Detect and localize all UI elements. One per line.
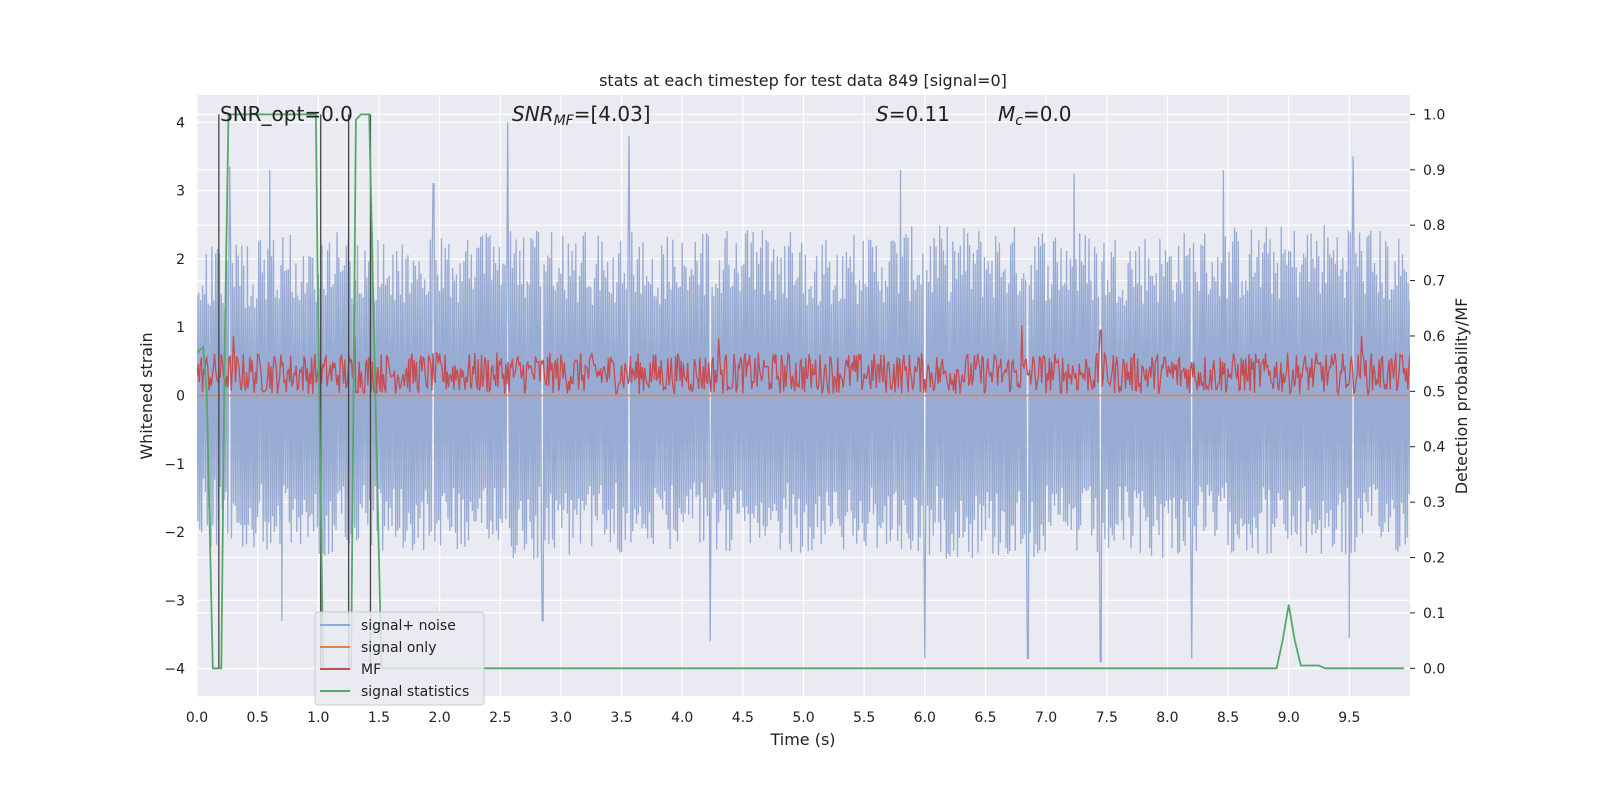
legend-label-signal-only: signal only <box>361 640 436 656</box>
y-right-tick-label: 1.0 <box>1423 107 1445 123</box>
x-tick-label: 3.0 <box>550 710 572 726</box>
legend: signal+ noise signal only MF signal stat… <box>314 611 485 706</box>
x-tick-label: 2.5 <box>489 710 511 726</box>
annotation-mc: Mc=0.0 <box>998 102 1072 129</box>
y-right-tick-label: 0.3 <box>1423 495 1445 511</box>
x-tick-label: 1.5 <box>368 710 390 726</box>
y-left-tick-label: −4 <box>164 662 185 678</box>
y-axis-label-left: Whitened strain <box>137 332 156 459</box>
legend-label-mf: MF <box>361 662 381 678</box>
x-tick-label: 7.5 <box>1096 710 1118 726</box>
x-tick-label: 1.0 <box>307 710 329 726</box>
y-right-tick-label: 0.5 <box>1423 384 1445 400</box>
x-tick-label: 3.5 <box>610 710 632 726</box>
x-tick-label: 6.5 <box>974 710 996 726</box>
legend-label-signal-statistics: signal statistics <box>361 684 469 700</box>
x-tick-label: 9.5 <box>1338 710 1360 726</box>
y-right-tick-label: 0.8 <box>1423 218 1445 234</box>
y-right-tick-label: 0.0 <box>1423 661 1445 677</box>
y-left-tick-label: −1 <box>164 457 185 473</box>
y-left-tick-label: −3 <box>164 593 185 609</box>
x-tick-label: 2.0 <box>428 710 450 726</box>
y-right-tick-label: 0.1 <box>1423 606 1445 622</box>
y-right-tick-label: 0.6 <box>1423 329 1445 345</box>
x-tick-label: 4.5 <box>732 710 754 726</box>
series-mf-line <box>197 324 1410 397</box>
y-left-tick-label: −2 <box>164 525 185 541</box>
chart-title: stats at each timestep for test data 849… <box>599 71 1007 90</box>
series-signal-statistics-line <box>197 113 1404 670</box>
y-left-tick-label: 1 <box>176 320 185 336</box>
annotation-snr-opt: SNR_opt=0.0 <box>220 102 353 126</box>
y-left-tick-label: 3 <box>176 184 185 200</box>
x-tick-label: 0.5 <box>247 710 269 726</box>
series-signal-noise-line <box>197 122 1410 663</box>
y-left-tick-label: 0 <box>176 389 185 405</box>
y-right-tick-label: 0.9 <box>1423 163 1445 179</box>
x-tick-label: 8.0 <box>1156 710 1178 726</box>
x-tick-label: 7.0 <box>1035 710 1057 726</box>
y-left-tick-label: 2 <box>176 252 185 268</box>
x-tick-label: 5.0 <box>792 710 814 726</box>
x-axis-label: Time (s) <box>769 730 835 749</box>
x-tick-label: 8.5 <box>1217 710 1239 726</box>
x-tick-label: 9.0 <box>1278 710 1300 726</box>
x-tick-label: 4.0 <box>671 710 693 726</box>
ticks: 0.0 0.5 1.0 1.5 2.0 2.5 3.0 3.5 4.0 4.5 5.0 5.5 6.0 6… <box>164 107 1445 726</box>
data-layer <box>197 113 1410 670</box>
y-axis-label-right: Detection probability/MF <box>1452 298 1471 495</box>
y-right-tick-label: 0.4 <box>1423 440 1445 456</box>
legend-box <box>314 611 485 706</box>
annotation-s: S=0.11 <box>876 102 950 126</box>
x-tick-label: 6.0 <box>914 710 936 726</box>
legend-label-signal-noise: signal+ noise <box>361 618 456 634</box>
y-left-tick-label: 4 <box>176 115 185 131</box>
y-right-tick-label: 0.7 <box>1423 274 1445 290</box>
x-tick-label: 5.5 <box>853 710 875 726</box>
annotation-snr-mf: SNRMF=[4.03] <box>512 102 651 129</box>
y-right-tick-label: 0.2 <box>1423 551 1445 567</box>
x-tick-label: 0.0 <box>186 710 208 726</box>
